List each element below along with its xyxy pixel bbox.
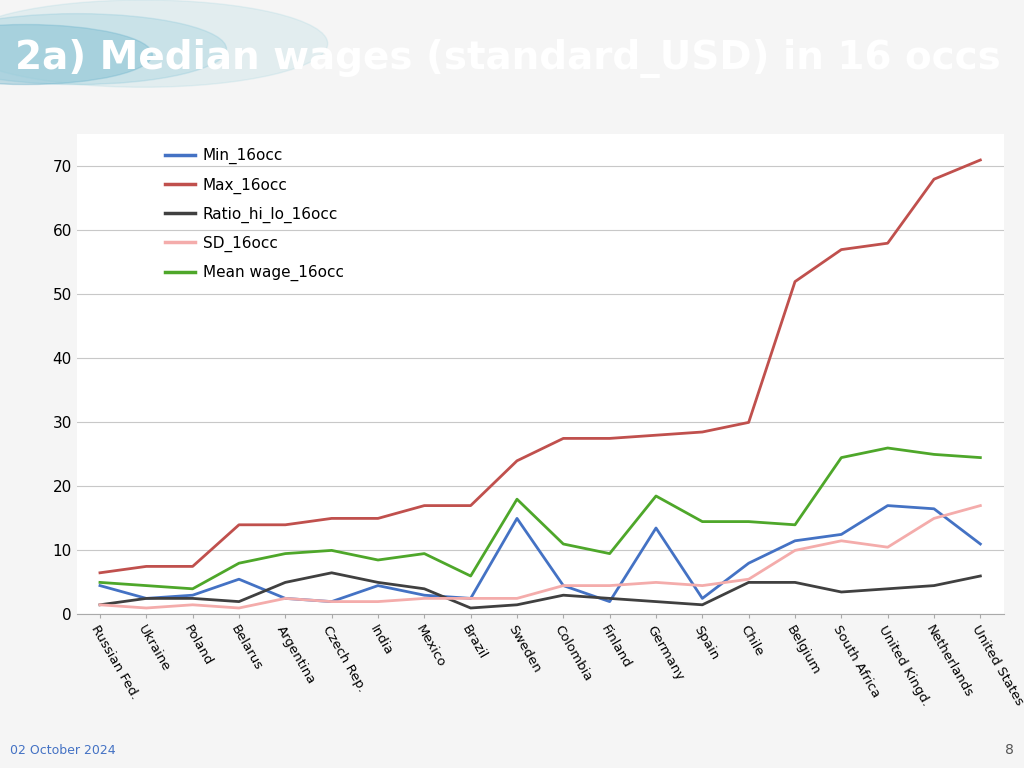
Ellipse shape	[0, 25, 153, 84]
Ellipse shape	[0, 0, 328, 88]
Ellipse shape	[0, 14, 226, 84]
Text: 02 October 2024: 02 October 2024	[10, 744, 116, 757]
Text: 2a) Median wages (standard_USD) in 16 occs: 2a) Median wages (standard_USD) in 16 oc…	[15, 39, 1001, 78]
Text: 8: 8	[1005, 743, 1014, 757]
Legend: Min_16occ, Max_16occ, Ratio_hi_lo_16occ, SD_16occ, Mean wage_16occ: Min_16occ, Max_16occ, Ratio_hi_lo_16occ,…	[159, 142, 350, 287]
